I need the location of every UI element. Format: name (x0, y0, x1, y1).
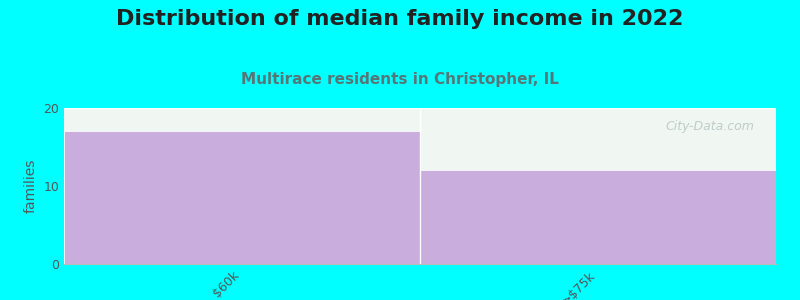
Text: Multirace residents in Christopher, IL: Multirace residents in Christopher, IL (241, 72, 559, 87)
Bar (64, 131, 420, 264)
Y-axis label: families: families (24, 159, 38, 213)
Text: Distribution of median family income in 2022: Distribution of median family income in … (116, 9, 684, 29)
Bar (420, 170, 776, 264)
Text: City-Data.com: City-Data.com (666, 121, 754, 134)
